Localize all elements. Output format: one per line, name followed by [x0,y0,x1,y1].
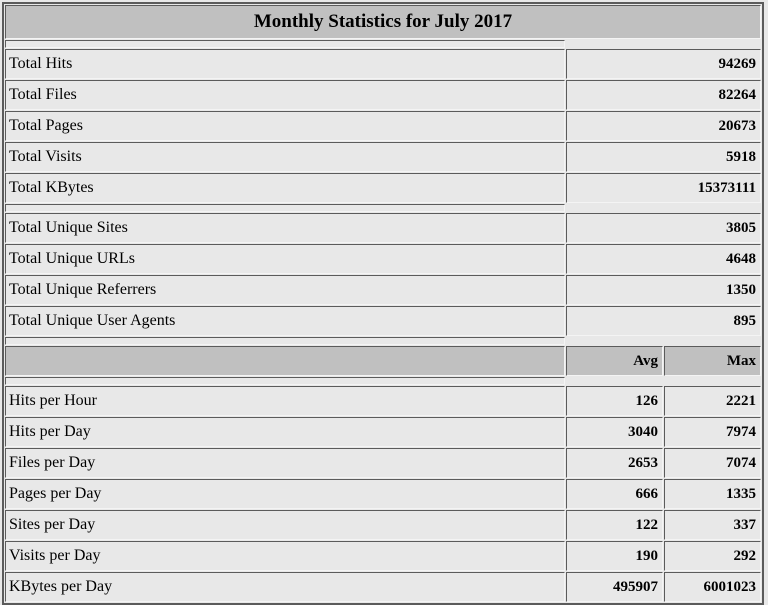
table-row: Sites per Day 122 337 [5,510,761,540]
table-row: Pages per Day 666 1335 [5,479,761,509]
table-row: Total Visits 5918 [5,142,761,172]
table-row: Visits per Day 190 292 [5,541,761,571]
stat-value: 895 [565,306,761,336]
separator-row [5,377,761,385]
stat-label: Total Unique URLs [5,244,565,274]
separator-cell [5,40,565,48]
stat-label: Total Visits [5,142,565,172]
stat-value: 94269 [565,49,761,79]
stat-label: Total Pages [5,111,565,141]
stat-avg-value: 2653 [565,448,663,478]
stat-label: Pages per Day [5,479,565,509]
table-row: Hits per Hour 126 2221 [5,386,761,416]
table-row: Total Unique User Agents 895 [5,306,761,336]
table-row: Total Unique Sites 3805 [5,213,761,243]
table-row: Files per Day 2653 7074 [5,448,761,478]
report-title: Monthly Statistics for July 2017 [5,5,761,39]
stat-avg-value: 126 [565,386,663,416]
stat-value: 4648 [565,244,761,274]
stat-avg-value: 190 [565,541,663,571]
table-row: Total Unique URLs 4648 [5,244,761,274]
separator-cell [5,377,565,385]
stat-label: Visits per Day [5,541,565,571]
stat-max-value: 337 [663,510,761,540]
column-header-max: Max [663,346,761,376]
stat-max-value: 7074 [663,448,761,478]
table-row: Hits per Day 3040 7974 [5,417,761,447]
stat-label: Files per Day [5,448,565,478]
stat-label: Total Unique Sites [5,213,565,243]
separator-row [5,337,761,345]
separator-row [5,204,761,212]
stat-label: Total Unique Referrers [5,275,565,305]
stat-max-value: 6001023 [663,572,761,602]
stat-avg-value: 122 [565,510,663,540]
stat-value: 1350 [565,275,761,305]
stat-avg-value: 495907 [565,572,663,602]
stat-value: 5918 [565,142,761,172]
stat-label: Hits per Day [5,417,565,447]
column-header-row: Avg Max [5,346,761,376]
title-row: Monthly Statistics for July 2017 [5,5,761,39]
stat-max-value: 292 [663,541,761,571]
table-row: Total Files 82264 [5,80,761,110]
column-header-avg: Avg [565,346,663,376]
stat-label: Total Hits [5,49,565,79]
stat-label: Hits per Hour [5,386,565,416]
stat-value: 20673 [565,111,761,141]
separator-cell [5,337,565,345]
stat-label: Sites per Day [5,510,565,540]
stat-label: Total KBytes [5,173,565,203]
separator-row [5,40,761,48]
stat-value: 82264 [565,80,761,110]
stat-avg-value: 3040 [565,417,663,447]
stat-avg-value: 666 [565,479,663,509]
table-row: Total KBytes 15373111 [5,173,761,203]
column-header-spacer [5,346,565,376]
table-row: Total Hits 94269 [5,49,761,79]
stat-value: 15373111 [565,173,761,203]
stat-max-value: 7974 [663,417,761,447]
stat-label: Total Unique User Agents [5,306,565,336]
table-row: KBytes per Day 495907 6001023 [5,572,761,602]
stat-value: 3805 [565,213,761,243]
stat-label: KBytes per Day [5,572,565,602]
separator-cell [5,204,565,212]
table-row: Total Unique Referrers 1350 [5,275,761,305]
stat-label: Total Files [5,80,565,110]
table-row: Total Pages 20673 [5,111,761,141]
stat-max-value: 1335 [663,479,761,509]
stat-max-value: 2221 [663,386,761,416]
